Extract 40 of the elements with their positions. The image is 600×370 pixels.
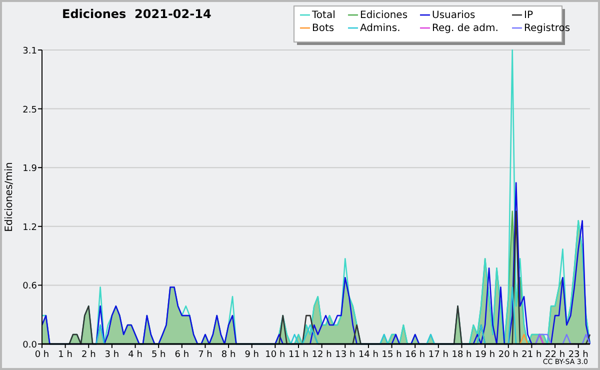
legend-label: Usuarios [432,10,476,21]
x-tick-label: 14 h [358,350,378,360]
y-tick-label: 3.1 [22,46,37,56]
x-tick-label: 11 h [288,350,309,360]
x-tick-label: 17 h [428,350,448,360]
legend-label: Ediciones [360,10,408,21]
x-tick-label: 8 h [221,350,236,360]
x-tick-label: 15 h [382,350,402,360]
legend-label: Bots [312,23,334,34]
chart-title: Ediciones 2021-02-14 [62,7,212,21]
x-tick-label: 6 h [174,350,190,360]
x-tick-label: 9 h [244,350,260,360]
x-tick-label: 18 h [452,350,472,360]
x-tick-label: 21 h [522,350,542,360]
x-tick-label: 4 h [128,350,142,360]
x-tick-label: 7 h [198,350,212,360]
y-tick-label: 0.0 [22,340,38,350]
x-tick-label: 3 h [104,350,120,360]
x-tick-label: 19 h [475,350,496,360]
y-axis-title: Ediciones/min [4,162,15,232]
y-tick-label: 1.2 [22,222,37,233]
legend-label: Admins. [360,23,400,34]
x-tick-label: 13 h [335,350,356,360]
y-tick-label: 0.6 [22,282,38,292]
x-tick-label: 22 h [545,350,566,360]
y-tick-label: 2.5 [22,105,37,116]
x-tick-label: 20 h [498,350,518,360]
x-tick-label: 5 h [151,350,166,360]
legend-label: Reg. de adm. [432,23,498,34]
legend-label: Registros [524,23,570,34]
y-tick-label: 1.9 [22,164,38,174]
x-tick-label: 10 h [265,350,286,360]
x-tick-label: 12 h [312,350,332,360]
x-tick-label: 23 h [568,350,588,360]
x-tick-label: 2 h [81,350,96,360]
x-tick-label: 16 h [405,350,426,360]
legend-label: IP [524,10,533,21]
legend-label: Total [311,10,336,21]
x-tick-label: 0 h [34,350,50,360]
x-tick-label: 1 h [58,350,72,360]
